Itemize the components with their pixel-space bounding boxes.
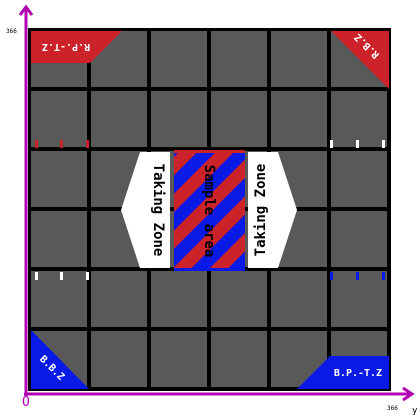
blue-base-zone: [31, 330, 89, 389]
field-tile: [91, 331, 147, 387]
field-tile: [31, 91, 87, 147]
field-tile: [91, 91, 147, 147]
red-lane-markers: [35, 140, 89, 148]
field-tile: [211, 91, 267, 147]
y-axis-name-label: y: [412, 406, 418, 416]
sample-area: [174, 150, 245, 271]
blue-parking-taking-zone: [297, 356, 389, 389]
tile-grid: [31, 31, 387, 387]
left-taking-zone: [121, 152, 170, 268]
field-tile: [91, 271, 147, 327]
field-tile: [151, 331, 207, 387]
right-taking-zone: [248, 152, 297, 268]
blue-parking-taking-zone-label: B.P.-T.Z: [334, 368, 382, 379]
field-tile: [151, 31, 207, 87]
field-tile: [31, 151, 87, 207]
y-axis-max-label: 366: [6, 28, 17, 35]
left-taking-zone-label: Taking Zone: [150, 164, 166, 257]
red-parking-taking-zone: [31, 31, 122, 63]
x-axis-max-label: 366: [387, 405, 398, 412]
blue-lane-markers: [330, 272, 385, 280]
field-tile: [331, 91, 387, 147]
field-tile: [271, 91, 327, 147]
sample-area-top-edge: [174, 150, 245, 153]
field-tile: [151, 271, 207, 327]
field-tile: [271, 31, 327, 87]
red-base-zone: [331, 31, 389, 89]
field-tile: [331, 211, 387, 267]
field-tile: [331, 271, 387, 327]
field-tile: [211, 31, 267, 87]
field-tile: [211, 331, 267, 387]
field-tile: [331, 151, 387, 207]
red-parking-taking-zone-label: R.P.-T.Z: [42, 41, 90, 52]
origin-label: O: [22, 395, 30, 410]
sample-area-bottom-edge: [174, 268, 245, 271]
field-tile: [211, 271, 267, 327]
field-tile: [31, 271, 87, 327]
field-tile: [31, 211, 87, 267]
sample-area-label: Sample area: [201, 165, 217, 258]
x-axis-arrow-icon: [402, 386, 415, 402]
y-axis-arrow-icon: [18, 4, 34, 16]
white-lane-markers-left-bottom: [35, 272, 89, 280]
axes: [18, 4, 415, 402]
white-lane-markers-right-top: [330, 140, 385, 148]
field-tile: [151, 91, 207, 147]
right-taking-zone-label: Taking Zone: [253, 164, 269, 257]
field-tile: [271, 271, 327, 327]
